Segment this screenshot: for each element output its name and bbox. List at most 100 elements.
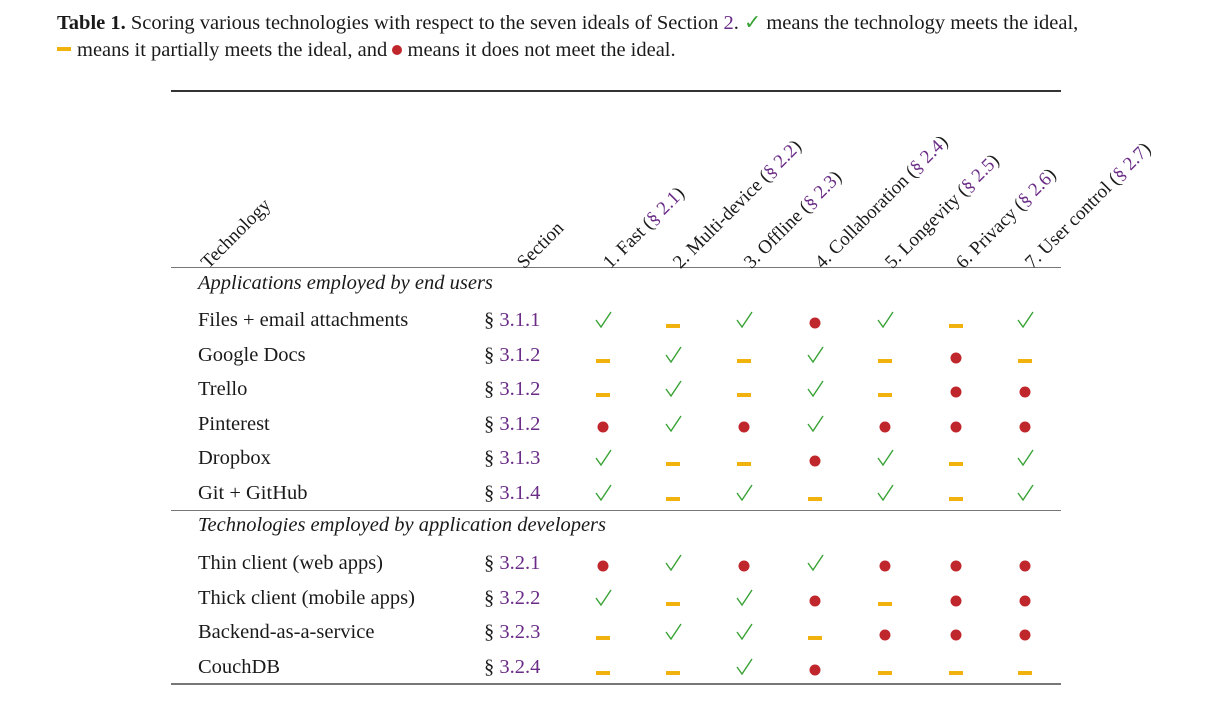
- meets-check-icon: [803, 546, 827, 580]
- table-row: CouchDB § 3.2.4: [0, 650, 1208, 684]
- not-met-dot-icon: [1013, 546, 1037, 580]
- meets-check-icon: [591, 303, 615, 337]
- section-reference[interactable]: § 3.2.1: [484, 546, 540, 580]
- partial-dash-icon: [1013, 650, 1037, 684]
- column-header-ideal-2: 2. Multi-device (§ 2.2): [669, 136, 807, 274]
- meets-check-icon: [1013, 303, 1037, 337]
- not-met-dot-icon: [1013, 407, 1037, 441]
- section-symbol: §: [484, 621, 500, 644]
- table-bottom-rule: [171, 683, 1061, 685]
- meets-check-icon: [661, 407, 685, 441]
- not-met-dot-icon: [591, 407, 615, 441]
- partial-dash-icon: [873, 338, 897, 372]
- header-rule: [171, 267, 1061, 268]
- partial-dash-icon: [803, 615, 827, 649]
- partial-dash-icon: [661, 581, 685, 615]
- section-number-link[interactable]: 3.1.4: [499, 482, 541, 504]
- partial-dash-icon: [1013, 338, 1037, 372]
- section-symbol: §: [484, 655, 500, 678]
- technology-name: Files + email attachments: [198, 309, 409, 331]
- section-number-link[interactable]: 3.2.2: [499, 586, 541, 609]
- not-met-dot-icon: [944, 581, 968, 615]
- not-met-dot-icon: [803, 581, 827, 615]
- section-reference[interactable]: § 3.1.3: [484, 441, 540, 475]
- partial-dash-icon: [732, 441, 756, 475]
- section-reference[interactable]: § 3.1.1: [484, 303, 540, 337]
- partial-dash-icon: [732, 338, 756, 372]
- caption-section-link[interactable]: 2: [723, 12, 734, 34]
- group-title: Applications employed by end users: [198, 272, 493, 294]
- meets-check-icon: [803, 372, 827, 406]
- section-symbol: §: [484, 378, 500, 401]
- section-reference[interactable]: § 3.2.2: [484, 581, 540, 615]
- table-top-rule: [171, 90, 1061, 92]
- meets-check-icon: [591, 476, 615, 510]
- meets-check-icon: [732, 615, 756, 649]
- not-met-dot-icon: [803, 650, 827, 684]
- section-symbol: §: [484, 343, 500, 366]
- partial-icon: [57, 47, 71, 52]
- section-symbol: §: [484, 552, 500, 574]
- technology-name: Git + GitHub: [198, 482, 308, 504]
- meets-check-icon: [873, 476, 897, 510]
- caption-text-b: .: [733, 12, 739, 34]
- section-symbol: §: [484, 586, 500, 609]
- section-number-link[interactable]: 3.1.1: [499, 309, 541, 331]
- partial-dash-icon: [661, 441, 685, 475]
- not-met-dot-icon: [1013, 615, 1037, 649]
- partial-dash-icon: [944, 650, 968, 684]
- section-number-link[interactable]: 3.2.4: [499, 655, 541, 678]
- meets-check-icon: [661, 615, 685, 649]
- section-symbol: §: [484, 447, 500, 470]
- ideal-header-label: 1. Fast (: [599, 214, 658, 273]
- not-met-icon: [392, 45, 403, 56]
- section-reference[interactable]: § 3.2.3: [484, 615, 540, 649]
- column-header-section: Section: [513, 217, 569, 273]
- table-row: Trello § 3.1.2: [0, 372, 1208, 406]
- section-reference[interactable]: § 3.1.4: [484, 476, 540, 510]
- partial-dash-icon: [873, 650, 897, 684]
- table-row: Google Docs § 3.1.2: [0, 338, 1208, 372]
- not-met-dot-icon: [1013, 581, 1037, 615]
- caption-label: Table 1.: [57, 12, 126, 34]
- meets-check-icon: [732, 476, 756, 510]
- caption-text-d: means it partially meets the ideal, and: [77, 39, 388, 61]
- not-met-dot-icon: [873, 615, 897, 649]
- section-reference[interactable]: § 3.1.2: [484, 338, 540, 372]
- meets-check-icon: [661, 338, 685, 372]
- meets-check-icon: [1013, 476, 1037, 510]
- section-reference[interactable]: § 3.1.2: [484, 407, 540, 441]
- partial-dash-icon: [944, 303, 968, 337]
- section-number-link[interactable]: 3.2.3: [499, 621, 541, 644]
- section-reference[interactable]: § 3.2.4: [484, 650, 540, 684]
- meets-check-icon: [661, 372, 685, 406]
- table-row: Dropbox § 3.1.3: [0, 441, 1208, 475]
- partial-dash-icon: [944, 441, 968, 475]
- not-met-dot-icon: [591, 546, 615, 580]
- group-title: Technologies employed by application dev…: [198, 514, 607, 536]
- meets-check-icon: [661, 546, 685, 580]
- meets-check-icon: [803, 338, 827, 372]
- not-met-dot-icon: [803, 441, 827, 475]
- section-number-link[interactable]: 3.1.3: [499, 447, 541, 470]
- section-number-link[interactable]: 3.2.1: [499, 552, 541, 574]
- table-row: Thin client (web apps) § 3.2.1: [0, 546, 1208, 580]
- column-header-ideal-7: 7. User control (§ 2.7): [1021, 139, 1156, 274]
- column-header-ideal-4: 4. Collaboration (§ 2.4): [811, 132, 953, 274]
- section-reference[interactable]: § 3.1.2: [484, 372, 540, 406]
- technology-name: Pinterest: [198, 412, 270, 435]
- section-number-link[interactable]: 3.1.2: [499, 343, 541, 366]
- technology-name: CouchDB: [198, 655, 280, 678]
- meets-check-icon: [803, 407, 827, 441]
- caption-text-c: means the technology meets the ideal,: [766, 12, 1079, 34]
- ideal-header-label: 6. Privacy (: [952, 195, 1030, 273]
- partial-dash-icon: [591, 615, 615, 649]
- table-row: Pinterest § 3.1.2: [0, 407, 1208, 441]
- technology-name: Backend-as-a-service: [198, 621, 375, 644]
- partial-dash-icon: [873, 372, 897, 406]
- section-number-link[interactable]: 3.1.2: [499, 412, 541, 435]
- partial-dash-icon: [661, 650, 685, 684]
- meets-check-icon: [591, 441, 615, 475]
- section-number-link[interactable]: 3.1.2: [499, 378, 541, 401]
- technology-name: Google Docs: [198, 343, 306, 366]
